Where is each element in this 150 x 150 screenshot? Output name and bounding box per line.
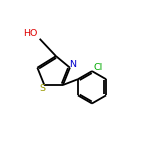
Text: N: N <box>69 60 76 69</box>
Text: Cl: Cl <box>93 63 102 72</box>
Text: S: S <box>39 84 45 93</box>
Text: HO: HO <box>23 28 38 38</box>
